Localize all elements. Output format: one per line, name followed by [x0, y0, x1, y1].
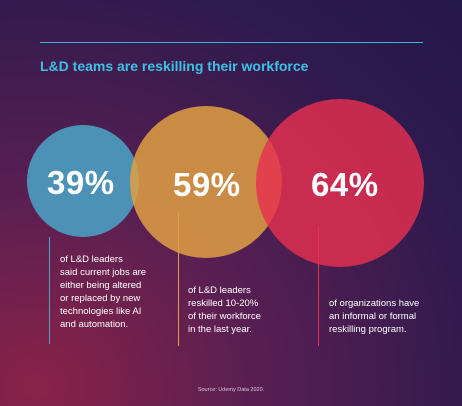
circle-64 — [256, 99, 424, 267]
stat-39-connector — [49, 237, 50, 344]
stat-64-line: of organizations have — [329, 298, 420, 309]
stat-39-line: of L&D leaders — [60, 254, 123, 265]
stat-59-connector — [178, 213, 179, 346]
stat-59-description: of L&D leaders reskilled 10-20% of their… — [188, 284, 261, 336]
stat-39-line: and automation. — [60, 319, 129, 330]
stat-39-value: 39% — [47, 164, 115, 201]
stat-59-line: of their workforce — [188, 311, 261, 322]
circle-39 — [27, 125, 139, 237]
stat-64-line: an informal or formal — [329, 311, 417, 322]
stat-39-description: of L&D leaders said current jobs are eit… — [60, 253, 146, 331]
stat-64-connector — [318, 226, 319, 346]
stat-59-line: reskilled 10-20% — [188, 298, 259, 309]
source-note: Source: Udemy Data 2020. — [197, 387, 265, 393]
top-divider — [40, 42, 423, 43]
stat-64-description: of organizations have an informal or for… — [329, 297, 419, 336]
stat-59-line: in the last year. — [188, 324, 252, 335]
stat-59-line: of L&D leaders — [188, 285, 251, 296]
circle-59 — [130, 106, 282, 258]
stat-59-value: 59% — [173, 166, 241, 203]
stat-64-value: 64% — [311, 166, 379, 203]
stat-39-line: technologies like AI — [60, 306, 142, 317]
stat-39-line: said current jobs are — [60, 267, 147, 278]
stat-64-line: reskilling program. — [329, 324, 407, 335]
stat-39-line: or replaced by new — [60, 293, 141, 304]
stat-39-line: either being altered — [60, 280, 142, 291]
infographic-title: L&D teams are reskilling their workforce — [40, 58, 309, 74]
